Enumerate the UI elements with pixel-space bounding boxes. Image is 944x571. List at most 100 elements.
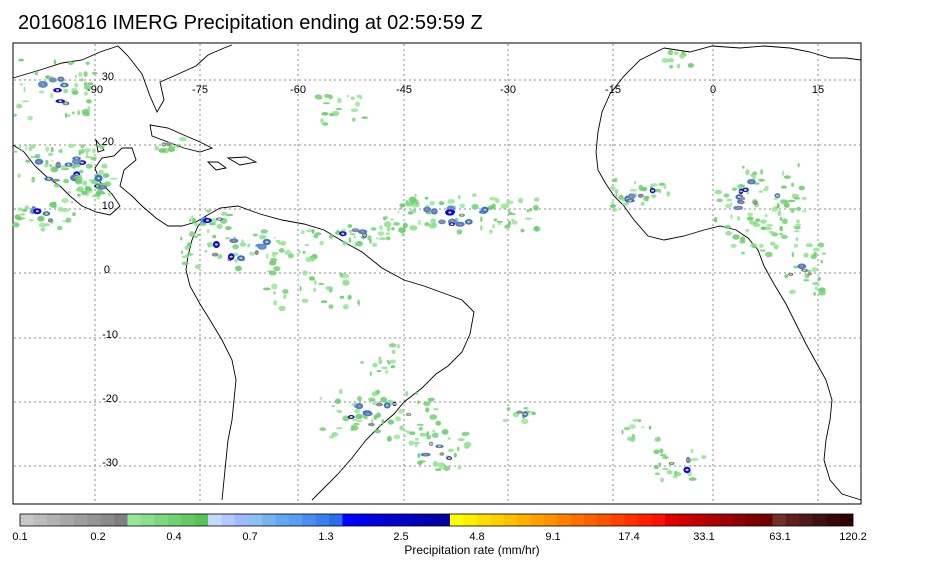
precip-peak [162, 143, 166, 146]
precip-cell [234, 265, 242, 272]
precip-cell [308, 276, 315, 281]
precip-cell [17, 207, 23, 211]
precip-cell [797, 163, 800, 168]
precip-cell [672, 475, 678, 479]
precip-cell [314, 94, 322, 100]
precip-cell [506, 407, 511, 411]
colorbar-cell [140, 514, 155, 526]
precip-cell [472, 193, 477, 198]
precip-cell [350, 424, 355, 430]
precip-cell [224, 237, 231, 240]
colorbar-cell [732, 514, 746, 526]
precip-cell [741, 251, 745, 255]
precip-cell [78, 169, 84, 174]
precip-cell [354, 241, 357, 248]
precip-cell [212, 234, 217, 239]
precip-cell [447, 437, 451, 440]
lat-label: -10 [102, 329, 118, 341]
precip-cell [348, 237, 352, 243]
precip-cell [49, 164, 52, 168]
precip-cell [328, 94, 333, 100]
colorbar-cell [46, 514, 61, 526]
precip-peak [425, 208, 429, 211]
precip-cell [750, 173, 754, 177]
precip-cell [216, 223, 223, 230]
colorbar-cell [812, 514, 827, 526]
precip-cell [75, 176, 83, 182]
precip-cell [674, 51, 679, 55]
precip-cell [768, 231, 775, 234]
lat-label: 20 [102, 136, 114, 148]
precip-cell [489, 229, 493, 233]
precip-cell [803, 279, 810, 282]
precip-cell [496, 220, 504, 223]
precip-cell [40, 227, 46, 232]
precip-cell [638, 184, 644, 191]
precip-peak [55, 89, 60, 92]
precip-cell [508, 212, 516, 216]
precip-cell [456, 229, 463, 235]
precip-peak [523, 413, 527, 416]
colorbar-cell [302, 514, 316, 526]
precip-cell [158, 148, 166, 153]
precip-cell [399, 425, 405, 431]
precip-peak [458, 223, 462, 226]
precip-cell [663, 183, 667, 190]
colorbar-cell [329, 514, 343, 526]
colorbar-tick: 1.3 [318, 531, 333, 543]
precip-cell [637, 419, 642, 422]
precip-cell [417, 222, 422, 225]
precip-cell [385, 369, 389, 374]
precip-peak [685, 468, 689, 471]
precip-cell [414, 437, 419, 441]
precip-peak [260, 245, 264, 248]
precip-peak [450, 223, 454, 226]
precip-cell [771, 207, 778, 212]
precip-peak [64, 102, 68, 105]
precip-cell [457, 438, 465, 442]
precip-cell [346, 94, 350, 98]
precip-cell [736, 216, 741, 221]
precip-cell [648, 425, 652, 430]
precip-cell [50, 146, 54, 153]
precip-cell [101, 163, 108, 169]
precip-peak [407, 413, 411, 416]
colorbar-cell [651, 514, 666, 526]
precip-cell [471, 203, 479, 210]
precip-peak [440, 220, 444, 223]
precip-cell [374, 429, 382, 434]
precip-peak [74, 160, 78, 163]
precip-cell [305, 256, 312, 262]
precip-cell [378, 237, 387, 241]
precip-peak [749, 180, 754, 183]
precip-cell [189, 231, 195, 237]
precip-cell [226, 213, 234, 217]
precip-peak [35, 210, 39, 213]
precip-cell [793, 225, 800, 228]
precip-cell [184, 245, 190, 250]
precip-cell [380, 396, 387, 403]
precip-peak [54, 179, 58, 182]
colorbar-cell [409, 514, 424, 526]
precip-cell [319, 396, 322, 400]
precip-cell [650, 194, 657, 199]
precip-cell [347, 294, 352, 300]
precip-cell [98, 144, 105, 149]
precip-cell [351, 418, 358, 422]
precip-cell [361, 116, 368, 119]
precip-cell [427, 397, 435, 402]
precip-cell [489, 197, 497, 201]
precip-peak [205, 219, 210, 222]
precip-cell [494, 197, 500, 204]
precip-cell [643, 195, 650, 199]
colorbar-cell [691, 514, 706, 526]
precipitation-field [12, 49, 826, 483]
precip-cell [196, 233, 202, 236]
precip-cell [779, 217, 783, 221]
precip-cell [752, 171, 758, 175]
precip-cell [523, 407, 529, 410]
precip-cell [811, 281, 820, 286]
precip-peak [741, 197, 745, 200]
precip-cell [278, 305, 286, 312]
precip-cell [174, 144, 177, 148]
